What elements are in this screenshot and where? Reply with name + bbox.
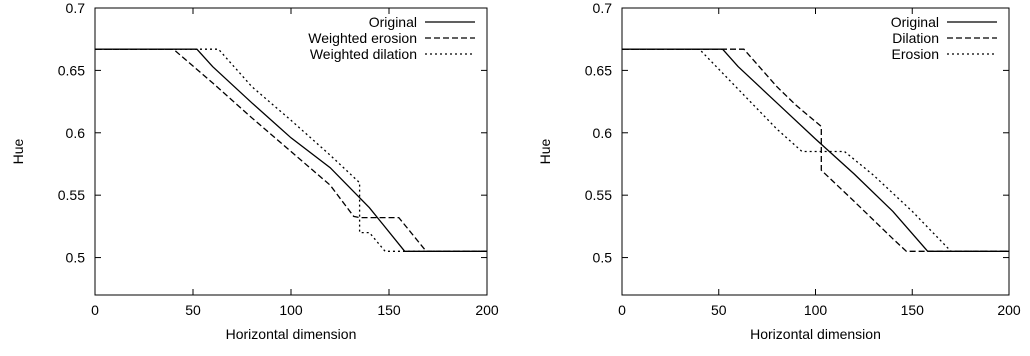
legend-label: Original: [369, 14, 417, 30]
y-tick-label: 0.5: [66, 250, 86, 266]
y-tick-label: 0.6: [593, 125, 613, 141]
series-line-erosion: [622, 48, 1009, 252]
x-axis-label: Horizontal dimension: [226, 326, 357, 342]
y-tick-label: 0.7: [66, 0, 86, 16]
chart-panel-2: 0 50 100 150 200 0.5 0.55 0.6 0.65 0.7 Horizontal …: [537, 0, 1021, 342]
y-tick-label: 0.5: [593, 250, 613, 266]
legend-label: Weighted dilation: [310, 46, 417, 62]
x-tick-label: 200: [997, 302, 1021, 318]
y-tick-label: 0.6: [66, 125, 86, 141]
series-line-original: [622, 48, 1009, 252]
x-tick-label: 50: [185, 302, 201, 318]
x-tick-label: 200: [475, 302, 499, 318]
y-axis-label: Hue: [10, 138, 26, 164]
y-tick-label: 0.55: [58, 187, 85, 203]
y-tick-label: 0.7: [593, 0, 613, 16]
y-tick-label: 0.65: [58, 62, 85, 78]
x-tick-label: 0: [91, 302, 99, 318]
legend-label: Original: [891, 14, 939, 30]
x-tick-label: 100: [279, 302, 303, 318]
y-tick-label: 0.65: [585, 62, 612, 78]
legend-label: Dilation: [892, 30, 939, 46]
x-tick-label: 0: [618, 302, 626, 318]
y-tick-label: 0.55: [585, 187, 612, 203]
series-line-original: [95, 48, 487, 252]
legend-label: Weighted erosion: [308, 30, 417, 46]
series-line-weighted-dilation: [95, 48, 487, 252]
x-tick-label: 150: [901, 302, 925, 318]
series-line-weighted-erosion: [95, 48, 487, 252]
x-tick-label: 50: [711, 302, 727, 318]
x-tick-label: 100: [804, 302, 828, 318]
x-axis-label: Horizontal dimension: [750, 326, 881, 342]
y-axis-label: Hue: [537, 138, 553, 164]
chart-panel-1: 0 50 100 150 200 0.5 0.55 0.6 0.65 0.7 Horizontal …: [10, 0, 499, 342]
series-line-dilation: [622, 48, 1009, 252]
x-tick-label: 150: [377, 302, 401, 318]
legend-label: Erosion: [892, 46, 939, 62]
